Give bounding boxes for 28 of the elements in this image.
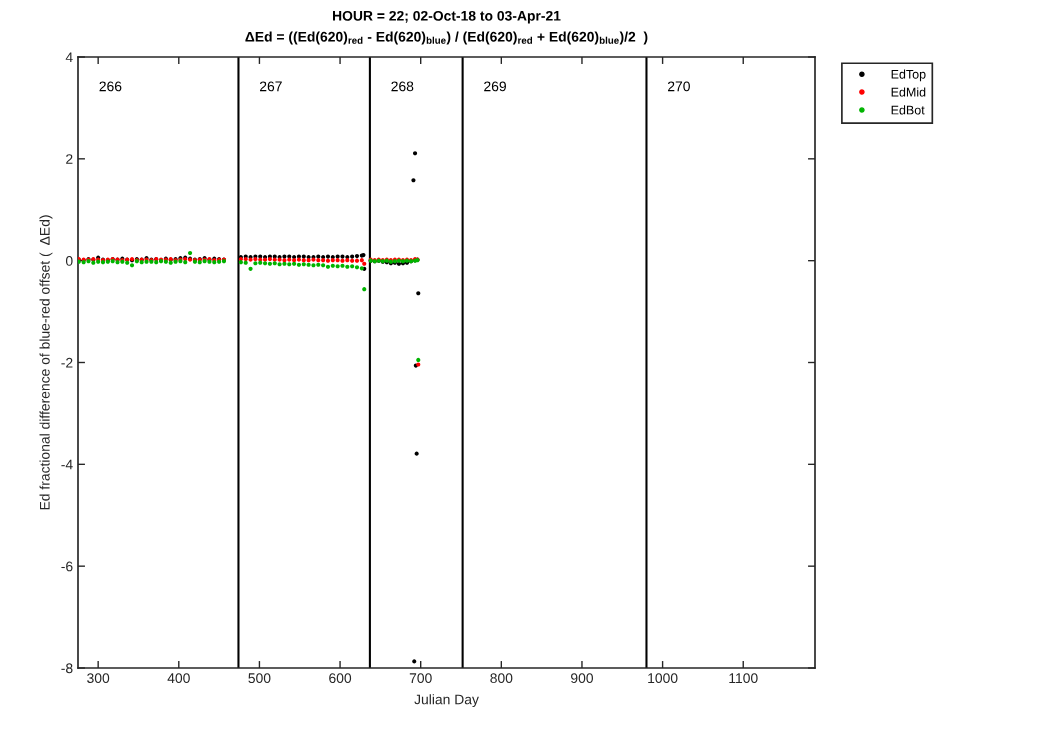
y-tick-label: 4 bbox=[65, 52, 73, 63]
y-tick-label: -8 bbox=[61, 663, 73, 674]
x-tick-label: 800 bbox=[490, 673, 513, 684]
legend-label: EdTop bbox=[891, 69, 926, 82]
x-tick-label: 900 bbox=[571, 673, 594, 684]
x-tick-label: 600 bbox=[329, 673, 352, 684]
legend-label: EdMid bbox=[891, 87, 926, 97]
legend-label: EdBot bbox=[891, 105, 925, 115]
x-tick-label: 400 bbox=[167, 673, 190, 684]
y-tick-label: -4 bbox=[61, 459, 73, 470]
x-tick-label: 1000 bbox=[648, 673, 678, 684]
annotation: 268 bbox=[391, 81, 414, 92]
annotation: 270 bbox=[668, 81, 690, 92]
x-tick-label: 1100 bbox=[729, 673, 758, 684]
y-tick-label: -6 bbox=[61, 561, 73, 572]
annotation: 269 bbox=[484, 81, 506, 92]
y-axis-title: Ed fractional difference of blue-red offset ( ΔEd) bbox=[39, 215, 53, 510]
x-tick-label: 500 bbox=[248, 673, 271, 684]
y-tick-label: 0 bbox=[65, 256, 73, 266]
x-axis-title: Julian Day bbox=[414, 694, 479, 708]
annotation: 267 bbox=[259, 81, 282, 92]
y-tick-label: -2 bbox=[61, 357, 73, 368]
chart-title: HOUR = 22; 02-Oct-18 to 03-Apr-21 bbox=[333, 10, 561, 24]
annotation: 266 bbox=[99, 81, 122, 92]
y-tick-label: 2 bbox=[66, 154, 73, 164]
x-tick-label: 700 bbox=[409, 673, 432, 684]
text: ΔEd = ((Ed(620)$_{red}$ - Ed(620)$_{blue}$) / (Ed(620)$_{red}$ + Ed(620)$_{blue}$)/2 ) bbox=[245, 31, 648, 45]
x-tick-label: 300 bbox=[87, 673, 110, 684]
